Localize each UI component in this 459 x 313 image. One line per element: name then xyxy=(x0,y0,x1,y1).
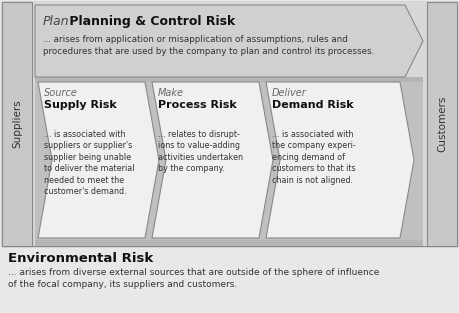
Text: ... relates to disrupt-
ions to value-adding
activities undertaken
by the compan: ... relates to disrupt- ions to value-ad… xyxy=(158,130,243,173)
Text: Suppliers: Suppliers xyxy=(12,100,22,148)
Bar xyxy=(2,2,457,246)
Bar xyxy=(35,77,423,82)
Polygon shape xyxy=(266,82,414,238)
Text: ... arises from diverse external sources that are outside of the sphere of influ: ... arises from diverse external sources… xyxy=(8,268,380,289)
Text: Make: Make xyxy=(158,88,184,98)
Text: Plan: Plan xyxy=(43,15,69,28)
Text: Planning & Control Risk: Planning & Control Risk xyxy=(65,15,235,28)
Bar xyxy=(35,80,423,240)
Text: Process Risk: Process Risk xyxy=(158,100,237,110)
Bar xyxy=(2,2,32,246)
Polygon shape xyxy=(38,82,159,238)
Text: Source: Source xyxy=(44,88,78,98)
Text: ... arises from application or misapplication of assumptions, rules and
procedur: ... arises from application or misapplic… xyxy=(43,35,374,56)
Text: Deliver: Deliver xyxy=(272,88,307,98)
Text: ... is associated with
suppliers or supplier's
supplier being unable
to deliver : ... is associated with suppliers or supp… xyxy=(44,130,134,196)
Text: Environmental Risk: Environmental Risk xyxy=(8,252,153,265)
Text: Demand Risk: Demand Risk xyxy=(272,100,353,110)
Bar xyxy=(35,240,423,246)
Text: ... is associated with
the company experi-
encing demand of
customers to that it: ... is associated with the company exper… xyxy=(272,130,356,185)
Bar xyxy=(427,2,457,246)
Polygon shape xyxy=(35,5,423,77)
Bar xyxy=(32,2,427,246)
Text: Supply Risk: Supply Risk xyxy=(44,100,117,110)
Text: Customers: Customers xyxy=(437,96,447,152)
Polygon shape xyxy=(152,82,273,238)
